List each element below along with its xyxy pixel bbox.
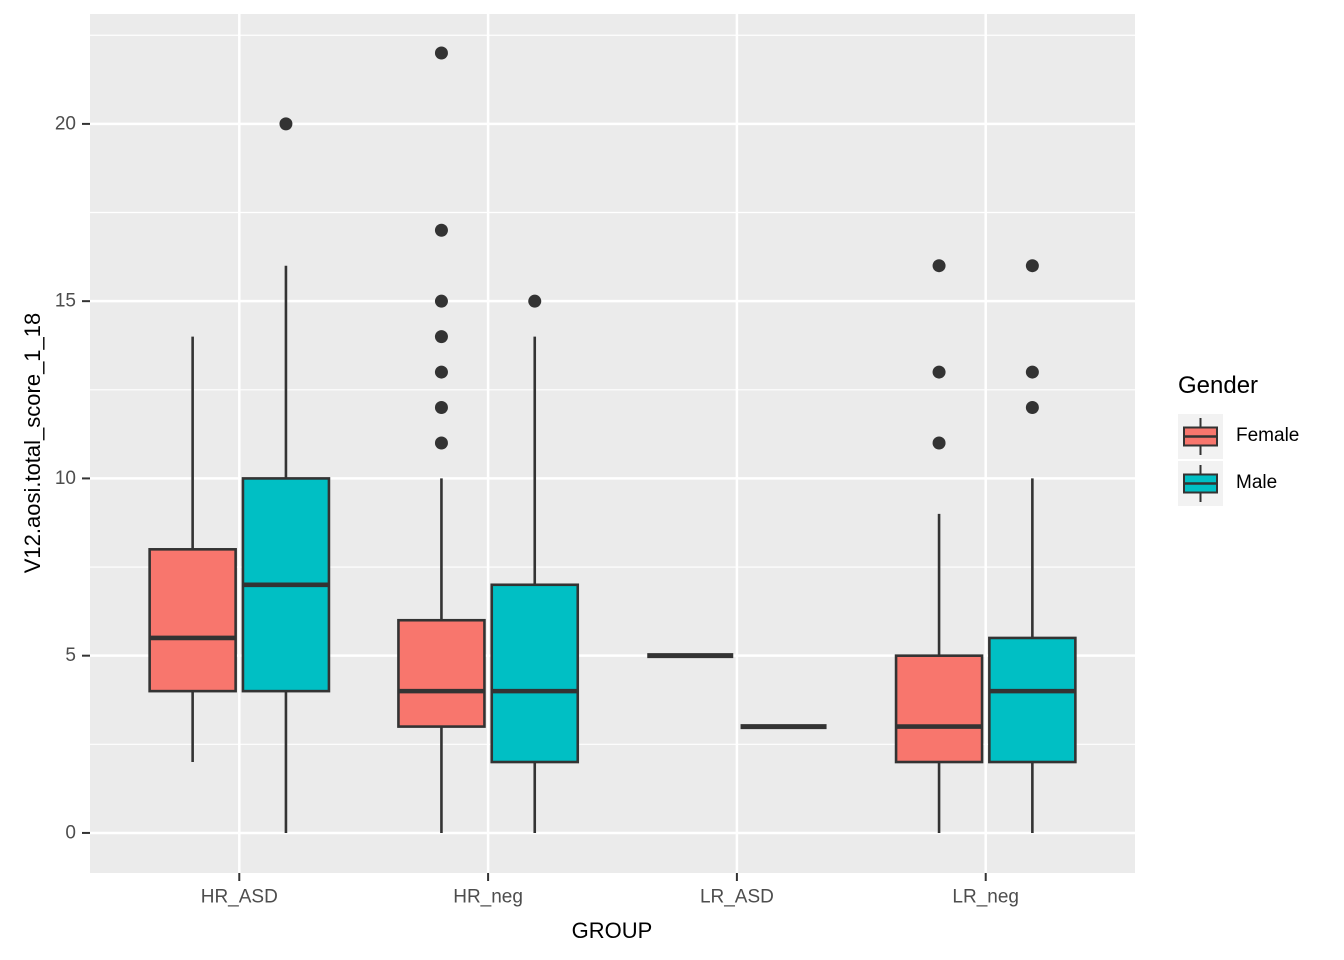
outlier-dot: [434, 223, 448, 237]
outlier-dot: [434, 330, 448, 344]
y-axis-title: V12.aosi.total_score_1_18: [20, 312, 45, 574]
y-tick-label: 5: [65, 645, 76, 666]
outlier-dot: [279, 117, 293, 131]
x-tick-label: HR_neg: [453, 887, 523, 908]
outlier-dot: [434, 46, 448, 60]
box-rect: [490, 583, 580, 764]
y-tick-label: 15: [55, 291, 76, 312]
boxplot-key-icon: [1178, 413, 1223, 459]
x-tick-label: HR_ASD: [201, 887, 278, 908]
x-tick-label: LR_neg: [952, 887, 1019, 908]
y-tick-label: 0: [65, 822, 76, 843]
legend-label-male: Male: [1236, 472, 1278, 493]
box-rect: [894, 654, 984, 764]
box-rect: [988, 636, 1077, 764]
outlier-dot: [1025, 365, 1039, 379]
box-rect: [148, 548, 237, 693]
boxplot-key-icon: [1178, 460, 1223, 506]
x-axis-title: GROUP: [571, 918, 653, 943]
legend-item-male: Male: [1178, 460, 1299, 506]
legend-title: Gender: [1178, 372, 1259, 399]
y-tick-label: 20: [55, 113, 76, 134]
outlier-dot: [434, 436, 448, 450]
legend-item-female: Female: [1178, 413, 1299, 459]
legend: Gender Female Male: [1178, 372, 1299, 507]
y-tick-label: 10: [55, 468, 76, 489]
outlier-dot: [434, 294, 448, 308]
outlier-dot: [932, 259, 946, 273]
x-tick-label: LR_ASD: [700, 887, 774, 908]
outlier-dot: [1025, 259, 1039, 273]
outlier-dot: [1025, 401, 1039, 415]
outlier-dot: [528, 294, 542, 308]
outlier-dot: [932, 365, 946, 379]
outlier-dot: [434, 401, 448, 415]
outlier-dot: [932, 436, 946, 450]
box-rect: [397, 618, 486, 728]
legend-label-female: Female: [1236, 425, 1300, 446]
outlier-dot: [434, 365, 448, 379]
